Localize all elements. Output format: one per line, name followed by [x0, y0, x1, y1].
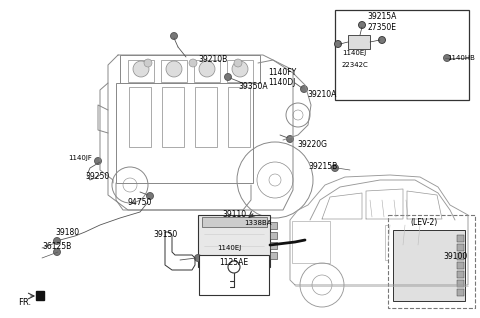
Text: 1140EJ: 1140EJ: [342, 50, 366, 56]
Text: 39110: 39110: [222, 210, 246, 219]
Circle shape: [232, 61, 248, 77]
Text: 1125AE: 1125AE: [219, 258, 249, 267]
Circle shape: [234, 59, 242, 67]
Circle shape: [194, 254, 202, 261]
Circle shape: [199, 61, 215, 77]
Text: 39220G: 39220G: [297, 140, 327, 149]
Bar: [388, 215, 475, 308]
Text: 39215A: 39215A: [367, 12, 396, 21]
Bar: [393, 230, 465, 301]
Bar: [457, 235, 464, 242]
Text: 27350E: 27350E: [368, 23, 396, 32]
Circle shape: [133, 61, 149, 77]
Bar: [457, 244, 464, 251]
Circle shape: [225, 73, 231, 80]
Bar: [457, 271, 464, 278]
Bar: [228, 87, 250, 147]
Text: 39150: 39150: [153, 230, 177, 239]
Text: 39215B: 39215B: [308, 162, 337, 171]
Circle shape: [332, 164, 338, 171]
Bar: [335, 10, 469, 100]
Text: 39210B: 39210B: [198, 55, 227, 64]
Circle shape: [95, 157, 101, 164]
Circle shape: [53, 248, 60, 255]
Text: (LEV-2): (LEV-2): [410, 218, 438, 227]
Bar: [199, 255, 269, 295]
Circle shape: [53, 238, 60, 245]
Text: 94750: 94750: [128, 198, 152, 207]
Text: 1140DJ: 1140DJ: [268, 78, 295, 87]
Bar: [198, 215, 270, 267]
Text: FR.: FR.: [18, 298, 31, 307]
Bar: [227, 60, 253, 82]
Bar: [270, 252, 277, 259]
Text: 1140JF: 1140JF: [68, 155, 92, 161]
Bar: [270, 222, 277, 229]
Bar: [195, 87, 217, 147]
Text: 22342C: 22342C: [342, 62, 369, 68]
Circle shape: [379, 37, 385, 44]
Bar: [270, 242, 277, 249]
Circle shape: [170, 32, 178, 39]
Text: 1140EJ: 1140EJ: [217, 245, 241, 251]
Bar: [457, 262, 464, 269]
Bar: [194, 60, 220, 82]
Bar: [161, 60, 187, 82]
Text: 39210A: 39210A: [307, 90, 336, 99]
Bar: [292, 221, 330, 263]
Bar: [385, 225, 440, 260]
Polygon shape: [36, 291, 44, 300]
Text: 36125B: 36125B: [42, 242, 71, 251]
Text: 1140FY: 1140FY: [268, 68, 296, 77]
Text: 39180: 39180: [55, 228, 79, 237]
Text: 39350A: 39350A: [238, 82, 268, 91]
Circle shape: [359, 22, 365, 29]
Bar: [162, 87, 184, 147]
Circle shape: [144, 59, 152, 67]
Bar: [457, 253, 464, 260]
Bar: [202, 217, 267, 227]
Circle shape: [300, 86, 308, 93]
Text: 1140HB: 1140HB: [447, 55, 475, 61]
Bar: [348, 35, 370, 49]
Text: 39100: 39100: [443, 252, 467, 261]
Bar: [457, 280, 464, 287]
Circle shape: [287, 135, 293, 142]
Circle shape: [444, 54, 451, 61]
Bar: [128, 60, 154, 82]
Circle shape: [189, 59, 197, 67]
Text: 39250: 39250: [85, 172, 109, 181]
Circle shape: [166, 61, 182, 77]
Bar: [116, 83, 253, 183]
Bar: [457, 289, 464, 296]
Circle shape: [146, 192, 154, 199]
Circle shape: [335, 40, 341, 47]
Text: 1338BA: 1338BA: [244, 220, 272, 226]
Bar: [270, 232, 277, 239]
Bar: [120, 55, 260, 83]
Bar: [129, 87, 151, 147]
